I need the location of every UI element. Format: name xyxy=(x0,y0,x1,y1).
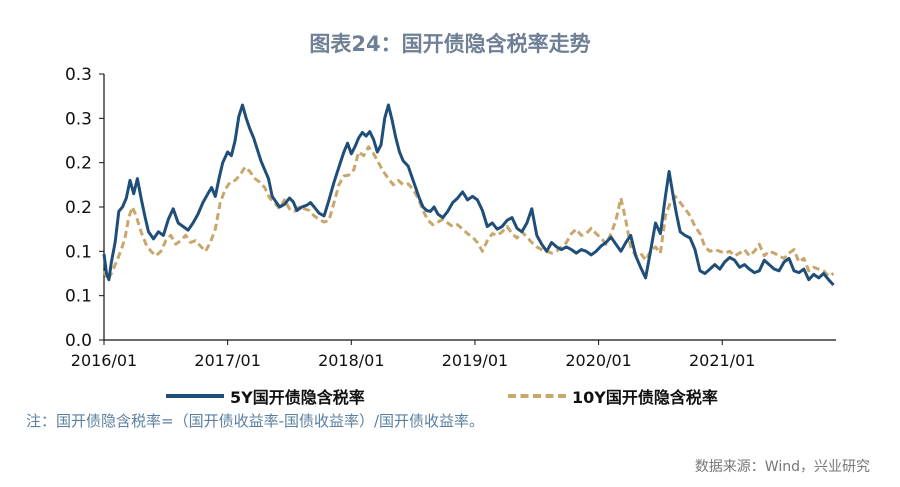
x-tick-label: 2016/01 xyxy=(71,351,137,370)
series-line-10y xyxy=(102,145,835,282)
series-group xyxy=(102,103,835,287)
x-tick-label: 2017/01 xyxy=(194,351,260,370)
legend-item-10y: 10Y国开债隐含税率 xyxy=(508,384,718,408)
legend-swatch-solid xyxy=(166,394,224,398)
y-tick-label: 0.3 xyxy=(65,65,92,85)
x-tick-label: 2019/01 xyxy=(442,351,508,370)
y-tick-label: 0.0 xyxy=(65,331,92,351)
y-tick-label: 0.1 xyxy=(65,242,92,262)
y-tick-label: 0.1 xyxy=(65,287,92,307)
x-tick-label: 2021/01 xyxy=(689,351,755,370)
legend-item-5y: 5Y国开债隐含税率 xyxy=(166,384,365,408)
y-tick-label: 0.2 xyxy=(65,198,92,218)
axes: 0.0 0.1 0.1 0.2 0.2 0.3 0.3 2016/01 2017/01 2018/… xyxy=(65,65,836,370)
y-tick-label: 0.2 xyxy=(65,154,92,174)
legend-label-5y: 5Y国开债隐含税率 xyxy=(230,388,365,407)
legend-label-10y: 10Y国开债隐含税率 xyxy=(572,388,718,407)
series-line-5y xyxy=(102,103,835,287)
x-tick-label: 2018/01 xyxy=(318,351,384,370)
legend-swatch-dashed xyxy=(508,394,566,398)
footnote: 注：国开债隐含税率=（国开债收益率-国债收益率）/国开债收益率。 xyxy=(26,412,485,430)
chart-title: 图表24：国开债隐含税率走势 xyxy=(309,32,591,56)
y-tick-label: 0.3 xyxy=(65,109,92,129)
x-tick-label: 2020/01 xyxy=(565,351,631,370)
data-source: 数据来源：Wind，兴业研究 xyxy=(694,459,870,475)
